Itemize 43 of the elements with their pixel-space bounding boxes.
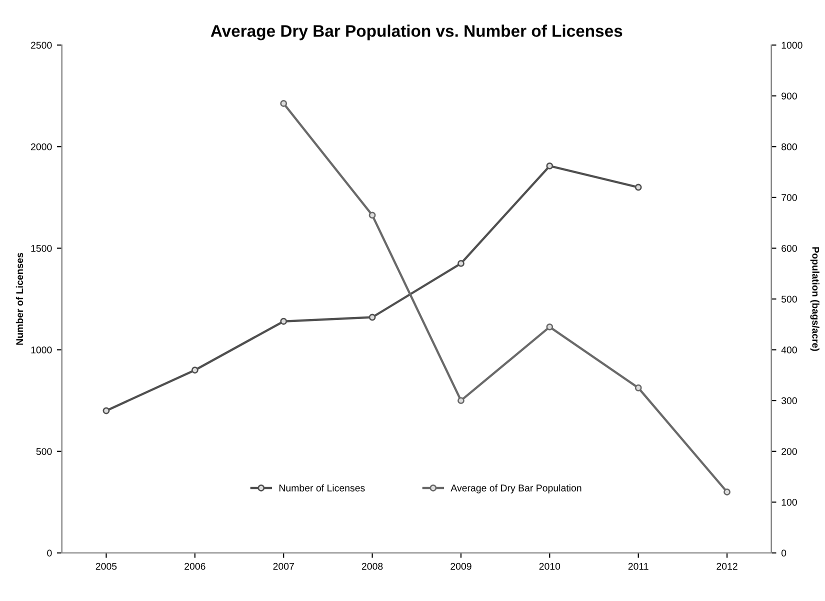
point (280, 318, 288, 325)
point (368, 212, 376, 219)
y2-tick-label: 100 (782, 498, 797, 506)
point (280, 100, 288, 107)
point (457, 397, 464, 404)
x-tick-label: 2005 (96, 562, 117, 570)
point (546, 323, 554, 330)
legend-label: Average of Dry Bar Population (450, 484, 582, 494)
y2-tick-label: 800 (782, 143, 797, 150)
y2-tick-label: 600 (782, 244, 797, 252)
y2-tick-label: 0 (781, 550, 786, 557)
y-tick-label: 500 (36, 448, 52, 455)
y2-tick-label: 1000 (782, 42, 802, 49)
x-tick-label: 2012 (716, 562, 738, 570)
y2-tick-label: 900 (782, 92, 797, 100)
y2-tick-label: 200 (782, 448, 797, 455)
y2-tick-label: 500 (781, 296, 797, 303)
point (102, 407, 110, 414)
point (546, 162, 554, 170)
point (724, 488, 731, 496)
point (368, 314, 376, 321)
legend-label: Number of Licenses (279, 484, 365, 492)
y-tick-label: 2000 (31, 143, 52, 150)
y-tick-label: 2500 (31, 42, 52, 49)
point (457, 260, 464, 267)
y2-tick-label: 400 (781, 346, 797, 354)
x-tick-label: 2010 (539, 562, 560, 570)
y2-tick-label: 300 (781, 397, 797, 404)
point (191, 366, 198, 374)
x-tick-label: 2006 (184, 562, 206, 570)
y-tick-label: 0 (47, 550, 52, 557)
y-tick-label: 1000 (31, 346, 52, 354)
x-tick-label: 2007 (273, 562, 294, 570)
x-tick-label: 2009 (450, 562, 472, 570)
y2-axis-title: Population (bags/acre) (810, 247, 820, 351)
point (634, 384, 642, 392)
point (634, 184, 642, 191)
x-tick-label: 2011 (628, 562, 648, 570)
y2-tick-label: 700 (782, 194, 797, 202)
x-tick-label: 2008 (362, 562, 383, 570)
y-tick-label: 1500 (31, 244, 52, 252)
chart-title: Average Dry Bar Population vs. Number of Licenses (210, 24, 622, 40)
y-axis-title: Number of Licenses (16, 252, 24, 345)
